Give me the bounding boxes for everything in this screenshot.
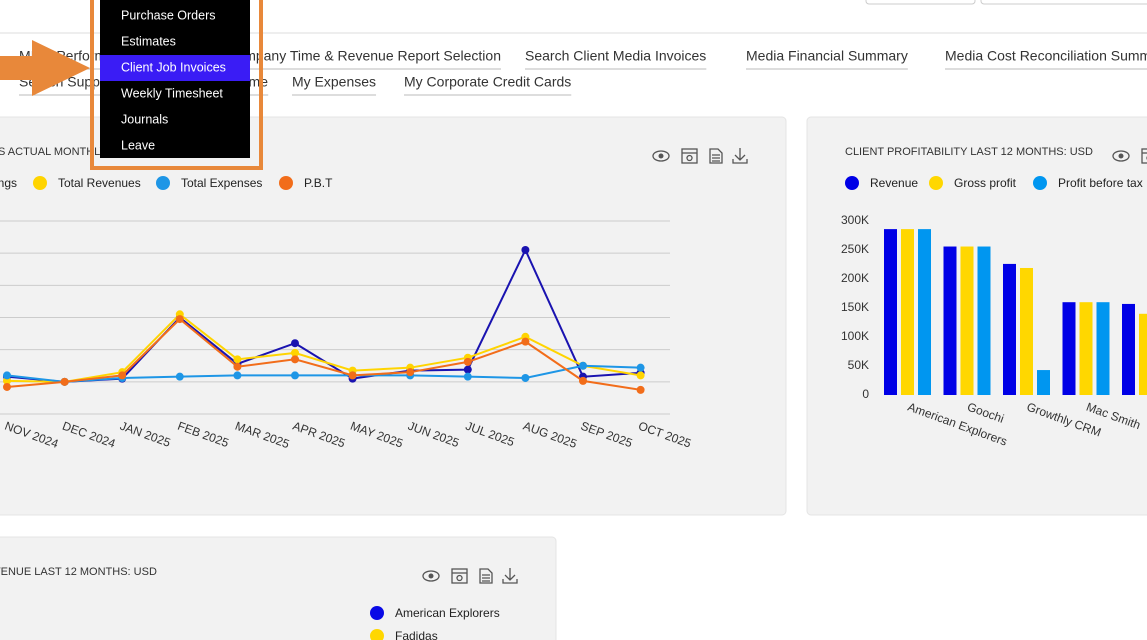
nav-link[interactable]: Media Cost Reconciliation Summary	[945, 48, 1147, 64]
legend-label[interactable]: Total Revenues	[58, 176, 141, 190]
legend-marker	[279, 176, 293, 190]
menu-highlight	[100, 55, 250, 81]
point	[3, 376, 11, 385]
legend-marker	[33, 176, 47, 190]
highlight-box	[90, 0, 263, 170]
legend-marker	[370, 606, 384, 620]
y-tick-label: 100K	[841, 329, 869, 343]
point	[521, 337, 530, 346]
point	[233, 371, 242, 380]
bar	[1096, 302, 1110, 395]
point	[348, 371, 357, 380]
bar	[943, 246, 957, 395]
legend-marker	[845, 176, 859, 190]
menu-item[interactable]: Leave	[121, 138, 155, 152]
legend-label[interactable]: American Explorers	[395, 606, 500, 620]
menu-item[interactable]: Client Job Invoices	[121, 60, 226, 74]
legend-marker	[370, 629, 384, 640]
legend-label[interactable]: Billings	[0, 176, 17, 190]
bar	[1037, 370, 1050, 395]
point	[3, 382, 11, 391]
line	[6, 364, 641, 383]
legend-marker	[1033, 176, 1047, 190]
legend-label[interactable]: P.B.T	[304, 176, 333, 190]
point	[118, 371, 127, 380]
point	[291, 339, 299, 348]
point	[636, 385, 645, 394]
point	[579, 376, 587, 385]
nav-link[interactable]: Company Time & Revenue Report Selection	[226, 48, 501, 64]
point	[636, 363, 645, 372]
line	[6, 317, 641, 391]
header-input[interactable]	[865, 0, 976, 5]
bar	[1020, 267, 1033, 395]
point	[175, 372, 184, 381]
point	[463, 357, 472, 366]
bar	[960, 246, 974, 395]
y-tick-label: 200K	[841, 271, 869, 285]
y-tick-label: 0	[862, 387, 869, 401]
panel-title: REVENUE LAST 12 MONTHS: USD	[0, 566, 157, 578]
legend-label[interactable]: Gross profit	[954, 176, 1017, 190]
menu-item[interactable]: Purchase Orders	[121, 8, 215, 22]
nav-link[interactable]: Search Client Media Invoices	[525, 48, 706, 64]
legend-marker	[156, 176, 170, 190]
bar	[1079, 302, 1093, 395]
point	[3, 371, 11, 380]
legend-label[interactable]: Revenue	[870, 176, 918, 190]
y-tick-label: 300K	[841, 213, 869, 227]
point	[233, 355, 242, 364]
bar	[977, 246, 991, 395]
bar	[901, 229, 914, 395]
menu-item[interactable]: Weekly Timesheet	[121, 86, 223, 100]
point	[579, 361, 587, 370]
chart-title: CLIENT PROFITABILITY LAST 12 MONTHS: USD	[845, 146, 1093, 158]
legend-marker	[929, 176, 943, 190]
bar	[1003, 263, 1016, 395]
card	[0, 116, 787, 516]
y-tick-label: 150K	[841, 300, 869, 314]
point	[291, 355, 299, 364]
point	[291, 371, 299, 380]
header-input[interactable]	[980, 0, 1147, 5]
bar	[1139, 313, 1147, 395]
nav-link[interactable]: My Corporate Credit Cards	[404, 74, 571, 90]
bar	[1062, 302, 1076, 395]
point	[521, 245, 530, 254]
menu-item[interactable]: Estimates	[121, 34, 176, 48]
bar	[1122, 303, 1135, 395]
point	[291, 348, 299, 357]
bar	[918, 229, 931, 395]
legend-label[interactable]: Total Expenses	[181, 176, 262, 190]
legend-label[interactable]: Profit before tax	[1058, 176, 1143, 190]
y-tick-label: 250K	[841, 242, 869, 256]
bar	[884, 229, 897, 395]
overlay: Leave Journals Weekly Timesheet Client Job …	[0, 0, 263, 170]
point	[406, 368, 415, 377]
nav-link[interactable]: Media Financial Summary	[746, 48, 908, 64]
legend-label[interactable]: Fadidas	[395, 629, 438, 640]
y-tick-label: 50K	[848, 358, 869, 372]
point	[463, 372, 472, 381]
point	[521, 373, 530, 382]
point	[60, 377, 69, 386]
card	[0, 536, 557, 640]
card	[806, 116, 1147, 516]
pointer-arrow	[0, 40, 90, 96]
line	[6, 312, 641, 383]
nav-link[interactable]: My Expenses	[292, 74, 376, 90]
point	[636, 371, 645, 380]
menu-item[interactable]: Journals	[121, 112, 168, 126]
point	[463, 365, 472, 374]
point	[175, 315, 184, 324]
point	[233, 362, 242, 371]
